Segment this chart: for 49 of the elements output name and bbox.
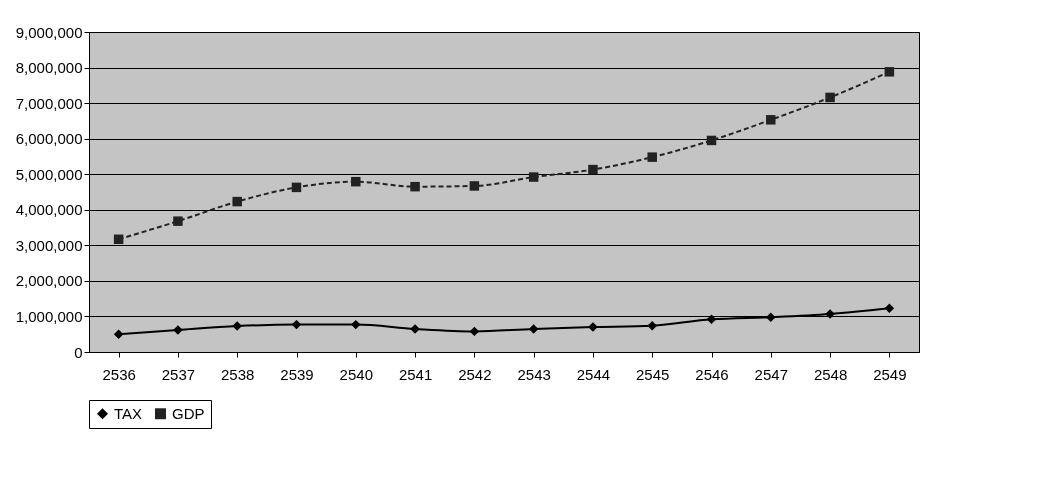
x-tick-label: 2549 bbox=[873, 365, 907, 383]
point bbox=[825, 92, 835, 103]
x-tick-label: 2536 bbox=[102, 365, 136, 383]
x-tick-label: 2540 bbox=[339, 365, 373, 383]
y-tick-label: 4,000,000 bbox=[15, 201, 83, 219]
y-tick-label: 0 bbox=[74, 343, 83, 361]
point bbox=[766, 115, 776, 125]
point bbox=[884, 303, 895, 314]
point bbox=[173, 216, 183, 226]
point bbox=[351, 319, 361, 330]
point bbox=[706, 135, 717, 146]
x-tick-label: 2544 bbox=[576, 365, 611, 383]
point bbox=[113, 329, 124, 339]
y-tick-label: 6,000,000 bbox=[15, 130, 83, 148]
y-tick-label: 9,000,000 bbox=[15, 23, 83, 41]
x-tick-label: 2542 bbox=[458, 365, 492, 383]
point bbox=[113, 234, 124, 245]
point bbox=[766, 312, 776, 322]
x-tick-label: 2547 bbox=[754, 365, 788, 383]
y-tick-label: 5,000,000 bbox=[15, 165, 83, 183]
x-tick-label: 2537 bbox=[161, 365, 196, 383]
legend-label: GDP bbox=[172, 404, 205, 422]
y-tick-label: 2,000,000 bbox=[15, 272, 83, 290]
x-tick-label: 2541 bbox=[398, 365, 433, 383]
point bbox=[291, 182, 302, 193]
y-tick-label: 1,000,000 bbox=[15, 307, 83, 325]
point bbox=[528, 324, 539, 334]
point bbox=[291, 319, 302, 330]
x-tick-label: 2538 bbox=[221, 365, 255, 383]
legend-label: TAX bbox=[114, 404, 143, 422]
y-tick-label: 3,000,000 bbox=[15, 236, 83, 254]
point bbox=[884, 67, 895, 77]
x-tick-label: 2548 bbox=[813, 365, 848, 383]
point bbox=[469, 181, 480, 191]
x-tick-label: 2546 bbox=[695, 365, 729, 383]
y-tick-label: 8,000,000 bbox=[15, 59, 83, 77]
x-tick-label: 2543 bbox=[517, 365, 551, 383]
point bbox=[410, 181, 420, 192]
point bbox=[706, 314, 717, 325]
x-tick-label: 2539 bbox=[280, 365, 314, 383]
point bbox=[647, 152, 657, 162]
point bbox=[351, 176, 361, 187]
x-tick-label: 2545 bbox=[636, 365, 670, 383]
point bbox=[469, 326, 480, 337]
point bbox=[647, 320, 657, 331]
point bbox=[588, 164, 598, 175]
y-tick-label: 7,000,000 bbox=[15, 94, 83, 112]
point bbox=[528, 172, 539, 182]
point bbox=[232, 196, 242, 207]
